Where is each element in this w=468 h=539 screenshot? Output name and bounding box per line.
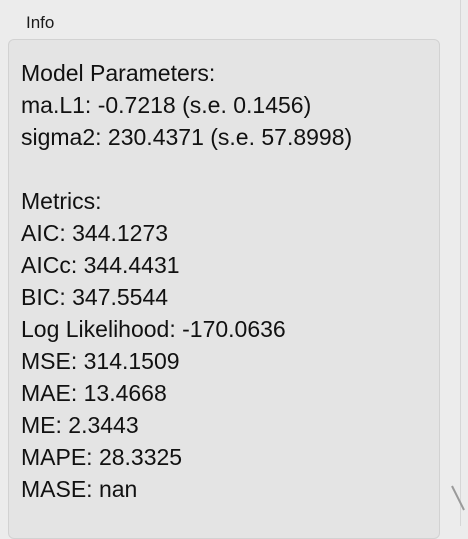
section-heading: Model Parameters:: [21, 60, 216, 86]
text-line: sigma2: 230.4371 (s.e. 57.8998): [21, 124, 353, 150]
text-line: ME: 2.3443: [21, 412, 139, 438]
section-heading: Metrics:: [21, 188, 102, 214]
text-line: AICc: 344.4431: [21, 252, 180, 278]
text-line: MSE: 314.1509: [21, 348, 180, 374]
section: Model Parameters: ma.L1: -0.7218 (s.e. 0.…: [21, 57, 439, 153]
panel-edge: [460, 0, 461, 526]
text-line: MAE: 13.4668: [21, 380, 167, 406]
panel-title: Info: [26, 13, 55, 32]
section: Metrics: AIC: 344.1273 AICc: 344.4431 BIC: …: [21, 185, 439, 505]
resize-grip[interactable]: [446, 484, 466, 524]
info-text-box: Model Parameters: ma.L1: -0.7218 (s.e. 0.…: [8, 39, 440, 539]
text-line: AIC: 344.1273: [21, 220, 169, 246]
text-line: MASE: nan: [21, 476, 138, 502]
info-panel: Info Model Parameters: ma.L1: -0.7218 (s.…: [8, 0, 466, 539]
text-line: Log Likelihood: -170.0636: [21, 316, 286, 342]
text-line: MAPE: 28.3325: [21, 444, 183, 470]
text-line: ma.L1: -0.7218 (s.e. 0.1456): [21, 92, 312, 118]
text-line: BIC: 347.5544: [21, 284, 169, 310]
